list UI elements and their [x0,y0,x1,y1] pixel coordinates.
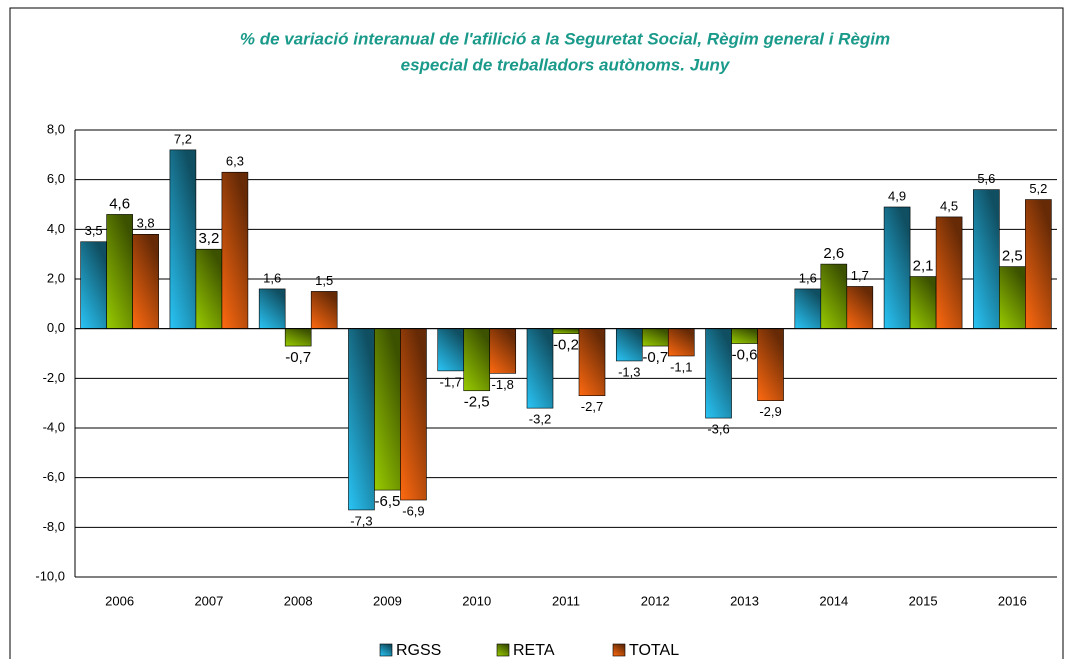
bar [348,328,375,511]
data-label: 4,5 [940,198,958,213]
x-tick-label: 2011 [552,593,580,608]
x-tick-label: 2007 [194,593,223,608]
bar [883,206,911,329]
x-tick-label: 2010 [462,593,491,608]
x-tick-label: 2006 [105,593,134,608]
data-label: -1,3 [618,364,640,379]
data-label: 1,6 [263,270,281,285]
data-label: 2,5 [1002,248,1023,265]
bar [400,328,427,501]
y-tick-label: -6,0 [43,469,65,484]
bar [132,234,159,329]
bar [552,328,580,334]
data-label: 3,5 [85,223,103,238]
legend-swatch [612,643,626,657]
data-label: 5,6 [977,171,995,186]
data-label: 2,1 [913,257,934,274]
data-label: -0,6 [732,347,758,364]
bar [489,328,517,374]
data-label: -2,5 [464,394,490,411]
x-tick-label: 2008 [284,593,313,608]
bar [794,288,822,329]
data-label: -6,9 [402,503,424,518]
data-label: -2,7 [581,399,603,414]
bar [820,263,848,329]
data-label: 3,2 [198,230,219,247]
y-tick-label: 2,0 [47,270,65,285]
bar [106,214,133,329]
data-label: -1,1 [670,359,692,374]
x-tick-label: 2012 [641,593,670,608]
bar [667,328,695,357]
y-tick-label: -2,0 [43,370,65,385]
bar [641,328,669,347]
data-label: -1,8 [492,377,514,392]
data-label: -7,3 [350,513,372,528]
data-label: 1,5 [315,273,333,288]
bar [705,328,732,419]
y-tick-label: -10,0 [35,568,65,583]
y-tick-label: -4,0 [43,419,65,434]
bar [973,189,1000,329]
data-label: -6,5 [375,493,401,510]
x-tick-label: 2015 [909,593,938,608]
bar [437,328,465,372]
data-label: -3,2 [529,412,551,427]
bar [463,328,491,392]
y-tick-label: 8,0 [47,121,65,136]
data-label: 3,8 [137,216,155,231]
legend-label: TOTAL [629,642,679,659]
data-label: -3,6 [707,422,729,437]
data-label: 7,2 [174,131,192,146]
legend-label: RETA [513,642,555,659]
bar [80,241,107,329]
bar [374,328,401,491]
legend-swatch [496,643,510,657]
x-tick-label: 2009 [373,593,402,608]
bar [1025,199,1052,329]
data-label: 1,7 [851,268,869,283]
y-tick-label: 6,0 [47,171,65,186]
x-tick-label: 2013 [730,593,759,608]
data-label: 1,6 [799,270,817,285]
y-tick-label: -8,0 [43,519,65,534]
bar [615,328,643,362]
data-label: -0,2 [553,337,579,354]
bar [169,149,197,329]
y-tick-label: 0,0 [47,320,65,335]
x-tick-label: 2016 [998,593,1027,608]
bar [284,328,312,347]
data-label: 4,6 [109,195,130,212]
bar [757,328,784,401]
bar [935,216,963,329]
x-tick-label: 2014 [819,593,848,608]
data-label: -1,7 [440,374,462,389]
legend-swatch [379,643,393,657]
bar [909,276,937,329]
bar [578,328,606,397]
bar [310,291,338,329]
y-tick-label: 4,0 [47,221,65,236]
bar [258,288,286,329]
bar [999,266,1026,329]
bar [526,328,554,409]
data-label: -0,7 [285,349,311,366]
data-label: 5,2 [1029,181,1047,196]
data-label: -0,7 [642,349,668,366]
data-label: -2,9 [759,404,781,419]
bar [195,248,223,329]
legend-label: RGSS [396,642,441,659]
chart-title: % de variació interanual de l'afilició a… [240,29,890,48]
chart-title: especial de treballadors autònoms. Juny [401,55,731,74]
data-label: 6,3 [226,154,244,169]
bar [846,286,874,329]
bar [221,171,249,329]
data-label: 2,6 [823,245,844,262]
bar [731,328,758,344]
data-label: 4,9 [888,188,906,203]
